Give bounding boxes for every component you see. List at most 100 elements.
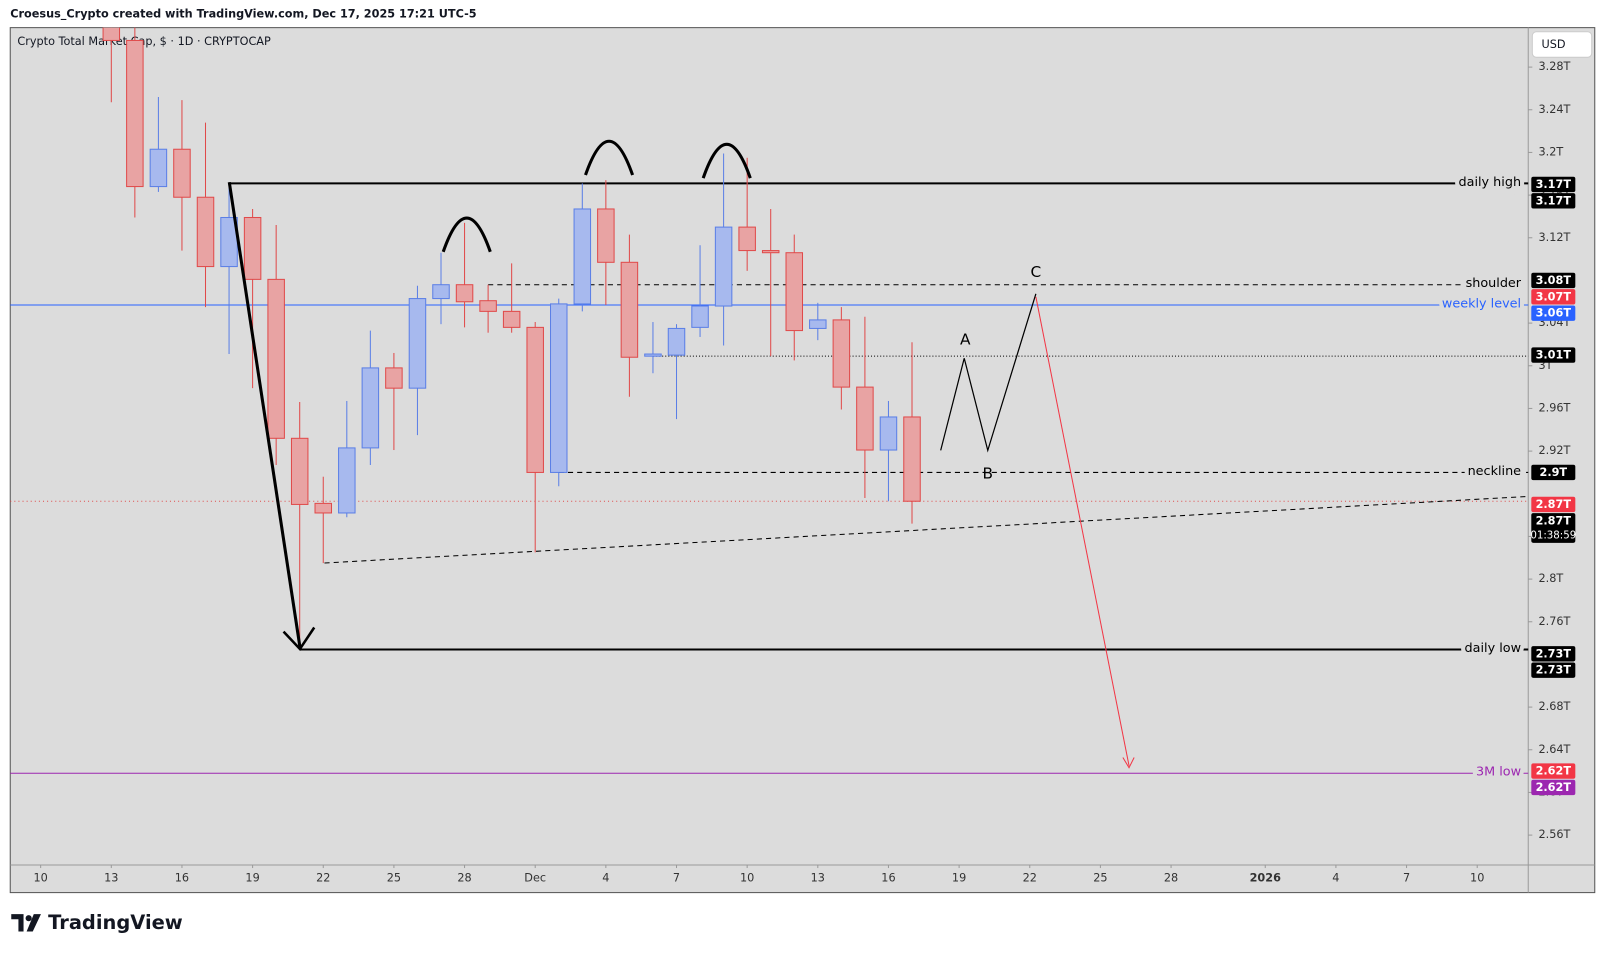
- candle-body: [432, 284, 450, 300]
- chart-title: Crypto Total Market Cap, $ · 1D · CRYPTO…: [17, 35, 271, 48]
- price-tag: [1531, 646, 1576, 662]
- currency-button[interactable]: [1531, 31, 1593, 58]
- candle-body: [149, 148, 168, 188]
- brand-logo: TradingView: [11, 911, 183, 934]
- x-tick-label: 7: [1403, 871, 1410, 884]
- x-tick-label: 19: [952, 871, 966, 884]
- candle-body: [832, 319, 851, 388]
- price-tag-label: 2.73T: [1536, 647, 1572, 660]
- candle-body: [267, 278, 285, 439]
- level-label: 3M low: [1476, 765, 1521, 780]
- price-tag: [1531, 272, 1576, 289]
- candle-body: [102, 27, 121, 41]
- arrow-down: [227, 181, 302, 648]
- candle-body: [173, 148, 191, 198]
- y-tick-label: 3.12T: [1538, 231, 1570, 244]
- x-tick-label: 22: [316, 871, 330, 884]
- currency-label: USD: [1542, 38, 1566, 51]
- candle-body: [243, 216, 262, 280]
- brand: TradingView: [48, 911, 183, 934]
- candle-body: [502, 310, 521, 328]
- price-tag-label: 3.08T: [1536, 274, 1572, 287]
- price-tag: [1531, 193, 1576, 209]
- level-label: daily high: [1459, 175, 1522, 190]
- price-tag: [1531, 347, 1576, 363]
- candle-body: [479, 300, 497, 312]
- wave-label: C: [1031, 263, 1042, 281]
- wave-label: B: [983, 464, 994, 482]
- y-tick-label: 3.24T: [1538, 103, 1570, 116]
- price-tag-label: 3.07T: [1536, 290, 1572, 303]
- price-tag: [1531, 513, 1576, 543]
- level-label: weekly level: [1442, 296, 1521, 311]
- arc-top: [441, 216, 492, 253]
- y-tick-label: 2.68T: [1538, 700, 1570, 713]
- candle-body: [385, 367, 403, 389]
- projection-arrow: [1035, 296, 1130, 766]
- wave-label: A: [960, 330, 971, 348]
- candles: [102, 27, 921, 650]
- price-tag: [1531, 779, 1576, 796]
- axes: 3.28T3.24T3.2T3.16T3.12T3.04T3T2.96T2.92…: [33, 60, 1576, 884]
- candle-body: [714, 226, 733, 307]
- arc-top: [701, 143, 752, 179]
- candle-body: [809, 319, 827, 329]
- price-tag: [1531, 763, 1576, 779]
- x-tick-label: 25: [1093, 871, 1107, 884]
- drawings-static: [227, 140, 1529, 769]
- price-tag: [1531, 464, 1576, 481]
- price-tag: [1531, 176, 1576, 193]
- price-tag-label: 3.17T: [1536, 194, 1572, 207]
- x-tick-label: 7: [673, 871, 680, 884]
- price-tag-label: 3.06T: [1536, 307, 1572, 320]
- candle-body: [785, 252, 804, 332]
- x-tick-label: Dec: [524, 871, 546, 884]
- price-tag: [1531, 289, 1576, 305]
- trendline: [324, 495, 1529, 564]
- x-tick-label: 13: [104, 871, 118, 884]
- candle-body: [856, 386, 874, 451]
- x-tick-label: 10: [740, 871, 754, 884]
- x-tick-label: 13: [811, 871, 825, 884]
- price-tag-label: 2.87T: [1536, 498, 1572, 511]
- projection-arrow-head: [1122, 757, 1135, 769]
- x-tick-label: 16: [175, 871, 189, 884]
- y-tick-label: 2.92T: [1538, 444, 1570, 457]
- candle-body: [290, 437, 309, 505]
- price-tag-label: 2.9T: [1540, 466, 1568, 479]
- x-tick-label: 19: [245, 871, 259, 884]
- chart-panel: [9, 27, 1596, 894]
- candle-body: [550, 303, 568, 473]
- candle-body: [738, 226, 756, 252]
- arc-top: [584, 140, 635, 176]
- candle-body: [620, 261, 639, 358]
- y-tick-label: 2.76T: [1538, 615, 1570, 628]
- y-tick-label: 2.64T: [1538, 743, 1570, 756]
- candle-body: [761, 250, 780, 254]
- price-tag-label: 2.62T: [1536, 781, 1572, 794]
- price-tag-label: 2.73T: [1536, 664, 1572, 677]
- logo-icon: [26, 914, 41, 932]
- x-tick-label: 25: [387, 871, 401, 884]
- y-tick-label: 2.8T: [1538, 572, 1563, 585]
- candle-body: [573, 208, 592, 305]
- candle-body: [196, 196, 215, 268]
- credit: Croesus_Crypto created with TradingView.…: [10, 7, 477, 20]
- candle-body: [644, 353, 662, 357]
- y-tick-label: 3.2T: [1538, 145, 1563, 158]
- countdown: 01:38:59: [1530, 531, 1576, 542]
- candle-body: [361, 367, 380, 449]
- price-tag: [1531, 662, 1576, 678]
- zigzag: [940, 293, 1037, 453]
- x-tick-label: 16: [881, 871, 895, 884]
- candle-body: [408, 298, 427, 389]
- x-tick-label: 2026: [1250, 871, 1281, 884]
- candle-body: [667, 327, 686, 356]
- y-tick-label: 3.28T: [1538, 60, 1570, 73]
- x-tick-label: 4: [602, 871, 609, 884]
- candle-body: [126, 39, 144, 188]
- candle-body: [879, 416, 898, 451]
- x-tick-label: 4: [1332, 871, 1339, 884]
